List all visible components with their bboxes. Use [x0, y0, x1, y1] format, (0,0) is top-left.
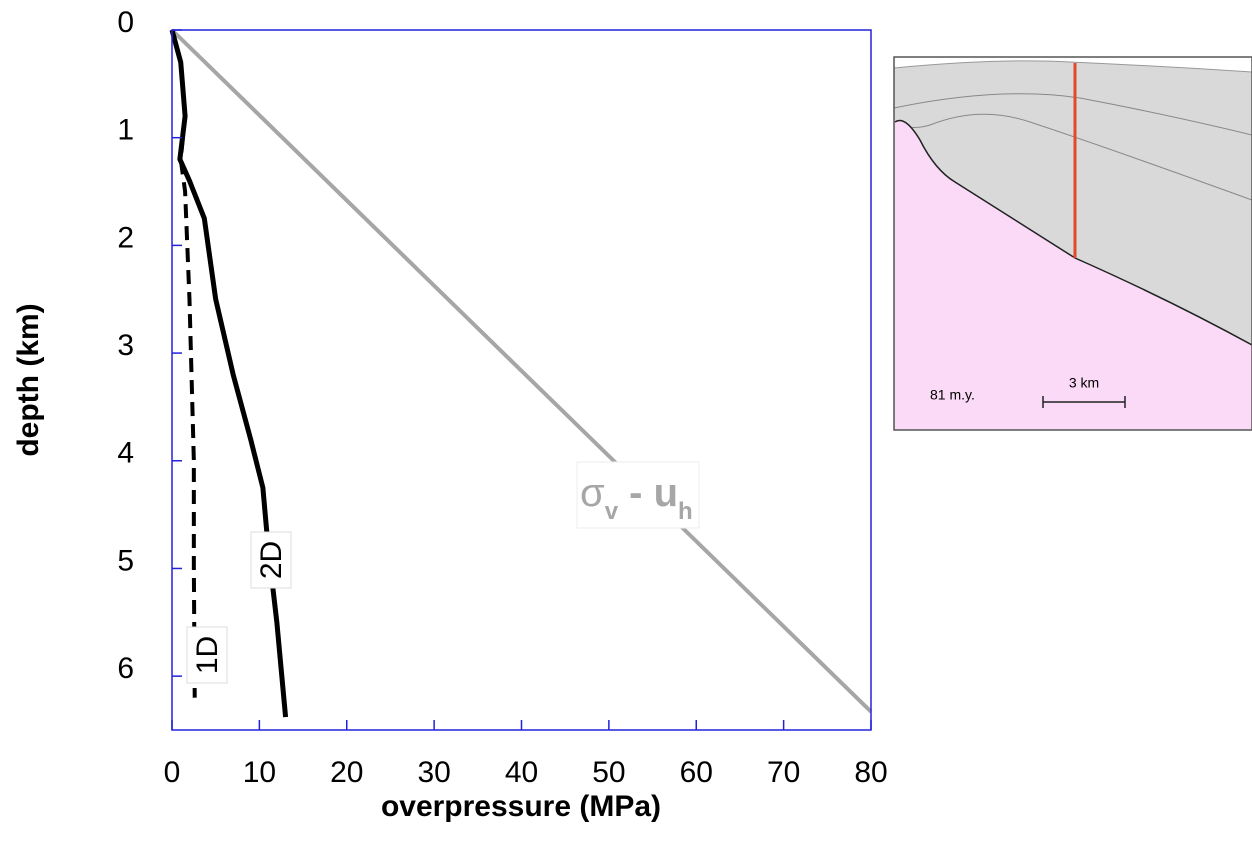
label-box — [576, 461, 700, 529]
inset-basement — [895, 120, 1252, 430]
y-tick-label: 6 — [117, 652, 134, 685]
y-tick-label: 4 — [117, 437, 134, 470]
inset-horizon — [894, 113, 1252, 201]
label-box — [186, 626, 228, 684]
x-tick-label: 50 — [592, 756, 625, 789]
y-tick-label: 1 — [117, 114, 134, 147]
series-label: 2D — [250, 531, 292, 589]
inset-surface — [893, 60, 1252, 73]
series-label-text: 1D — [191, 636, 224, 674]
plot-area: 0 10 20 30 40 50 60 70 80 0 1 2 3 4 5 6 σv - uh 1D 2D — [117, 6, 887, 789]
x-tick-label: 80 — [854, 756, 887, 789]
series-label: 1D — [186, 626, 228, 684]
x-tick-label: 0 — [164, 756, 181, 789]
x-tick-label: 40 — [505, 756, 538, 789]
inset-frame — [893, 56, 1252, 431]
y-tick-label: 3 — [117, 329, 134, 362]
inset-diagram: 81 m.y. 3 km — [893, 56, 1252, 431]
inset-sky — [894, 57, 1252, 72]
x-tick-label: 70 — [767, 756, 800, 789]
series-line — [170, 28, 873, 714]
x-tick-label: 10 — [243, 756, 276, 789]
x-axis-label: overpressure (MPa) — [381, 790, 661, 823]
inset-scale-label: 3 km — [1069, 375, 1099, 391]
series-label-text: 2D — [255, 541, 288, 579]
x-tick-label: 60 — [680, 756, 713, 789]
label-box — [250, 531, 292, 589]
label-part: v — [605, 498, 619, 525]
inset-basement-top — [894, 119, 1252, 346]
series-label-text: σv - uh — [580, 471, 693, 526]
label-part: - u — [618, 471, 678, 515]
y-tick-label: 0 — [117, 6, 134, 39]
y-axis-label: depth (km) — [12, 303, 45, 456]
inset-age-label: 81 m.y. — [930, 387, 975, 403]
inset-horizon — [893, 93, 1252, 136]
x-tick-label: 30 — [417, 756, 450, 789]
y-tick-label: 2 — [117, 221, 134, 254]
x-tick-label: 20 — [330, 756, 363, 789]
label-part: σ — [580, 471, 605, 515]
label-part: h — [678, 498, 693, 525]
y-tick-label: 5 — [117, 544, 134, 577]
